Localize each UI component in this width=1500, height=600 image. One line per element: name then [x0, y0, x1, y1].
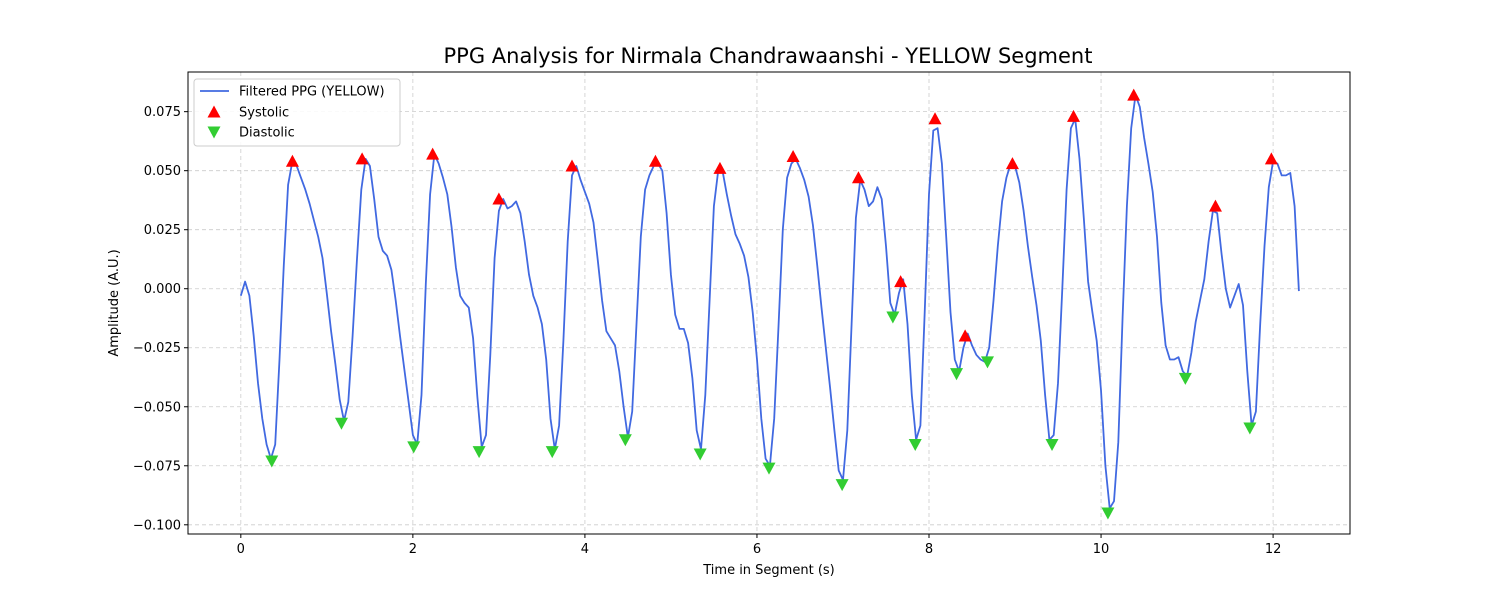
y-tick-label: −0.050 [133, 400, 181, 415]
y-axis-label: Amplitude (A.U.) [107, 249, 122, 356]
diastolic-marker [334, 417, 348, 430]
systolic-marker [894, 275, 908, 288]
diastolic-marker [693, 448, 707, 461]
diastolic-marker [762, 462, 776, 475]
systolic-marker [958, 329, 972, 342]
systolic-marker [1264, 152, 1278, 165]
plot-frame [187, 71, 1351, 535]
systolic-marker [713, 161, 727, 174]
legend-box [193, 78, 401, 147]
marker-layer [265, 88, 1278, 520]
systolic-marker [565, 159, 579, 172]
diastolic-marker [1178, 372, 1192, 385]
diastolic-marker [407, 441, 421, 454]
y-tick-label: 0.075 [144, 105, 181, 120]
legend: Filtered PPG (YELLOW) Systolic Diastolic [193, 78, 401, 147]
systolic-marker [1005, 157, 1019, 170]
diastolic-marker [950, 368, 964, 381]
legend-diastolic-swatch [207, 126, 221, 139]
diastolic-marker [1045, 439, 1059, 452]
systolic-marker [426, 147, 440, 160]
systolic-marker [355, 152, 369, 165]
y-tick-label: −0.025 [133, 341, 181, 356]
x-tick-label: 10 [1093, 542, 1110, 557]
diastolic-marker [1101, 507, 1115, 520]
y-tick-label: −0.100 [133, 518, 181, 533]
diastolic-marker [545, 446, 559, 459]
x-tick-label: 8 [925, 542, 933, 557]
diastolic-marker [265, 455, 279, 468]
systolic-marker [492, 192, 506, 205]
systolic-marker [285, 154, 299, 167]
diastolic-marker [908, 439, 922, 452]
diastolic-marker [1243, 422, 1257, 435]
x-tick-label: 6 [753, 542, 761, 557]
legend-entry-label: Systolic [239, 106, 289, 121]
diastolic-marker [618, 434, 632, 447]
systolic-marker [1127, 88, 1141, 101]
x-axis-label: Time in Segment (s) [702, 563, 834, 578]
x-tick-label: 2 [409, 542, 417, 557]
diastolic-marker [886, 311, 900, 324]
x-tick-label: 0 [237, 542, 245, 557]
diastolic-marker [472, 446, 486, 459]
systolic-marker [648, 154, 662, 167]
y-tick-label: 0.050 [144, 164, 181, 179]
systolic-marker [1208, 199, 1222, 212]
systolic-marker [786, 150, 800, 163]
y-tick-label: −0.075 [133, 459, 181, 474]
x-tick-label: 12 [1265, 542, 1282, 557]
legend-entry-label: Diastolic [239, 126, 295, 141]
diastolic-marker [835, 479, 849, 492]
systolic-marker [928, 112, 942, 125]
legend-systolic-swatch [207, 105, 221, 118]
y-tick-label: 0.000 [144, 282, 181, 297]
chart-title: PPG Analysis for Nirmala Chandrawaanshi … [444, 44, 1093, 68]
x-tick-label: 4 [581, 542, 589, 557]
diastolic-marker [980, 356, 994, 369]
legend-entry-label: Filtered PPG (YELLOW) [239, 85, 385, 100]
systolic-marker [851, 171, 865, 184]
y-tick-label: 0.025 [144, 223, 181, 238]
axis-ticks: 0 2 4 6 8 10 12 −0.100 −0.075 −0.050 −0.025 0.000 0.… [133, 105, 1281, 557]
systolic-marker [1067, 109, 1081, 122]
